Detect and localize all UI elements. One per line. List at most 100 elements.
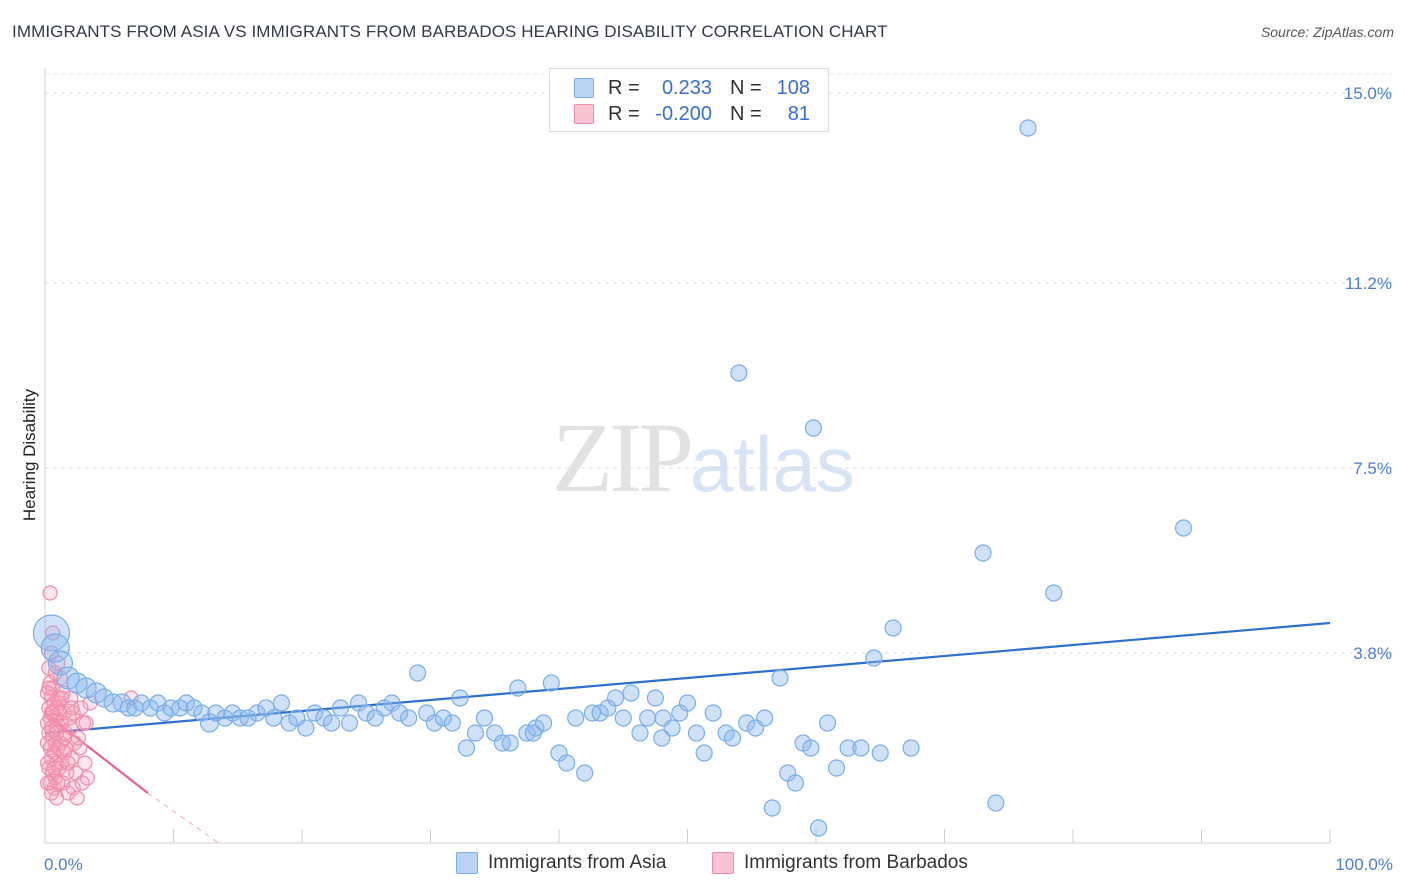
y-axis-label: Hearing Disability: [20, 388, 39, 521]
asia-point: [653, 729, 671, 747]
legend-row-barbados: R = -0.200 N = 81: [574, 102, 810, 126]
asia-point: [425, 714, 443, 732]
asia-point: [162, 699, 180, 717]
asia-point: [119, 699, 138, 717]
barbados-point: [60, 755, 76, 771]
asia-point: [576, 764, 594, 782]
asia-point: [132, 694, 150, 712]
y-tick-label: 11.2%: [1345, 274, 1392, 293]
asia-point: [466, 724, 485, 742]
bottom-barbados-swatch: [712, 852, 734, 874]
asia-point: [542, 674, 560, 692]
asia-point: [1174, 519, 1193, 537]
asia-point: [443, 714, 461, 732]
barbados-n-value: 81: [787, 102, 810, 125]
asia-point: [1045, 584, 1063, 602]
asia-point: [809, 819, 828, 837]
asia-point: [400, 709, 418, 727]
asia-point: [839, 739, 857, 757]
asia-point: [558, 754, 576, 772]
asia-point: [755, 709, 774, 727]
barbados-point: [39, 735, 56, 751]
asia-point: [639, 709, 657, 727]
asia-point: [357, 704, 375, 722]
asia-point: [622, 684, 640, 702]
asia-trend-group: [44, 621, 1331, 735]
asia-point: [75, 677, 97, 699]
barbados-point: [47, 665, 63, 681]
asia-point: [501, 734, 519, 752]
bottom-asia-label: Immigrants from Asia: [488, 852, 667, 873]
asia-points: [32, 119, 1193, 837]
barbados-point: [56, 730, 72, 746]
asia-point: [409, 664, 427, 682]
asia-point: [207, 704, 225, 722]
asia-point: [631, 724, 649, 742]
asia-point: [524, 724, 542, 742]
asia-point: [730, 364, 748, 382]
asia-point: [802, 739, 820, 757]
barbados-point: [78, 715, 94, 731]
asia-trend-line: [44, 621, 1331, 735]
chart-title: IMMIGRANTS FROM ASIA VS IMMIGRANTS FROM …: [12, 22, 888, 41]
barbados-point: [69, 790, 85, 806]
asia-r-label: R =: [608, 76, 640, 99]
asia-point: [193, 704, 211, 722]
asia-point: [646, 689, 664, 707]
asia-point: [475, 709, 494, 727]
barbados-point: [46, 760, 62, 776]
asia-point: [340, 714, 359, 732]
asia-point: [272, 694, 291, 712]
y-tick-label: 7.5%: [1353, 459, 1392, 478]
asia-swatch: [574, 78, 594, 98]
asia-point: [987, 794, 1005, 812]
asia-point: [738, 714, 756, 732]
bottom-barbados-label: Immigrants from Barbados: [744, 852, 968, 873]
asia-point: [306, 704, 324, 722]
asia-point: [606, 689, 625, 707]
barbados-r-value: -0.200: [655, 102, 712, 125]
asia-point: [763, 799, 781, 817]
asia-point: [974, 544, 992, 562]
barbados-swatch: [574, 104, 594, 124]
asia-point: [567, 709, 585, 727]
asia-point: [149, 694, 167, 712]
barbados-point: [39, 775, 56, 791]
y-tick-label: 3.8%: [1353, 644, 1392, 663]
asia-r-value: 0.233: [661, 76, 712, 99]
bottom-legend-asia: Immigrants from Asia: [456, 852, 666, 874]
asia-point: [248, 704, 266, 722]
watermark-zip: ZIP: [552, 402, 694, 513]
watermark-atlas: atlas: [690, 420, 855, 508]
asia-point: [1019, 119, 1037, 137]
x-tick-label-min: 0.0%: [44, 855, 83, 874]
barbados-point: [64, 700, 80, 716]
barbados-point: [77, 755, 93, 771]
axes: [44, 68, 1331, 844]
asia-point: [902, 739, 920, 757]
asia-n-value: 108: [776, 76, 810, 99]
watermark: ZIPatlas: [552, 400, 855, 515]
asia-point: [391, 704, 409, 722]
asia-point: [804, 419, 823, 437]
bottom-legend-barbados: Immigrants from Barbados: [712, 852, 968, 874]
asia-point: [852, 739, 870, 757]
asia-n-label: N =: [730, 76, 762, 99]
barbados-point: [50, 775, 66, 791]
asia-point: [297, 719, 315, 737]
asia-point: [871, 744, 889, 762]
barbados-trend-extension: [147, 792, 219, 844]
legend-row-asia: R = 0.233 N = 108: [574, 76, 810, 100]
asia-point: [723, 729, 742, 747]
barbados-r-label: R =: [608, 102, 640, 125]
barbados-point: [70, 730, 87, 746]
asia-point: [457, 739, 476, 757]
x-tick-label-max: 100.0%: [1335, 855, 1393, 874]
asia-point: [865, 649, 883, 667]
barbados-point: [41, 680, 57, 696]
barbados-point: [48, 700, 65, 716]
barbados-n-label: N =: [730, 102, 762, 125]
barbados-point: [79, 770, 96, 786]
asia-point: [663, 719, 681, 737]
